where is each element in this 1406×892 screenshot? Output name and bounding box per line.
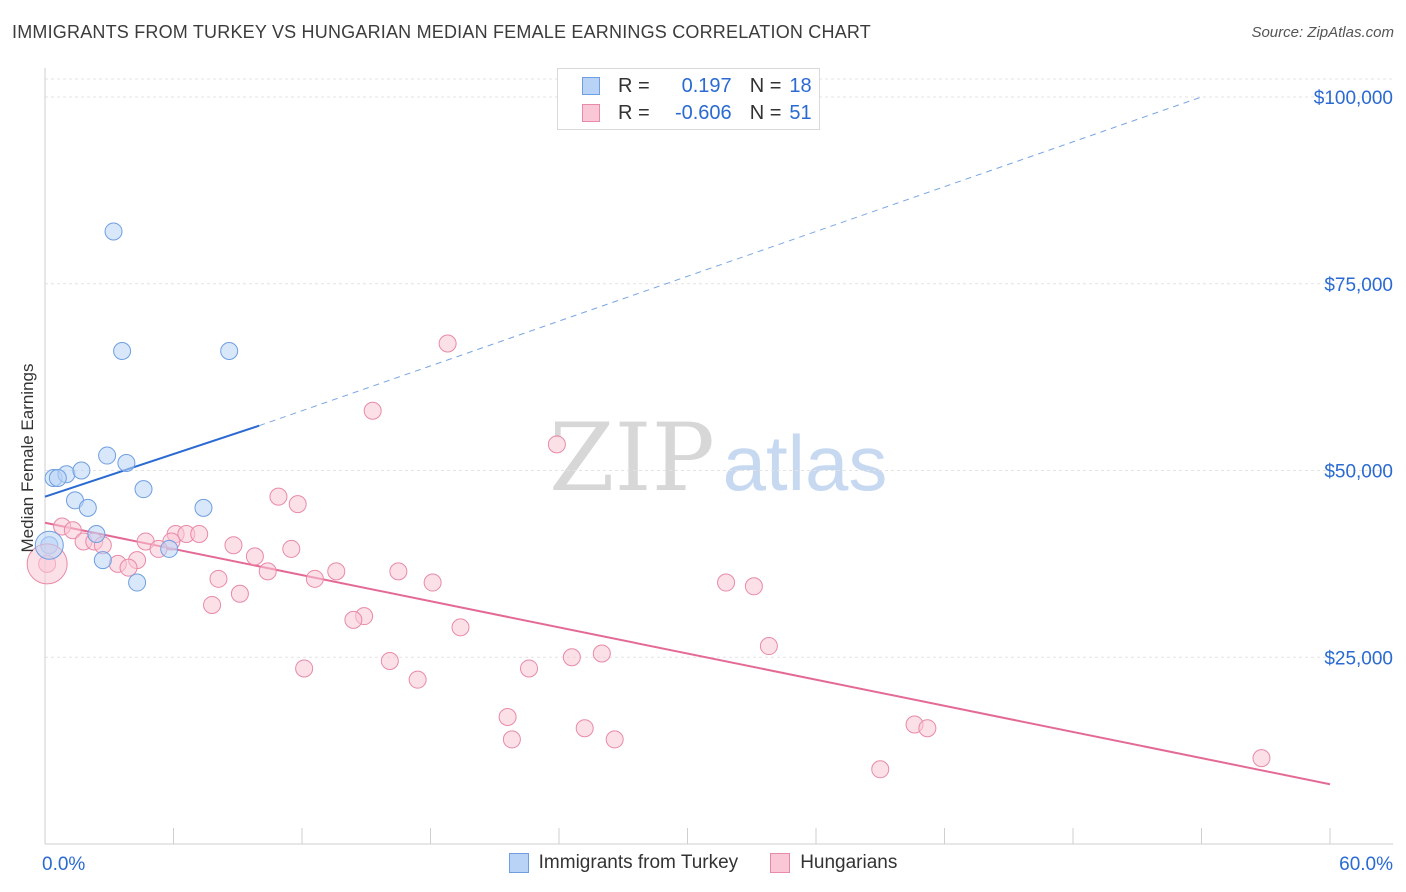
x-tick-label-min: 0.0% [42, 854, 85, 875]
point-turkey [134, 480, 153, 499]
series-legend-turkey[interactable]: Immigrants from Turkey [508, 852, 739, 874]
chart-title: IMMIGRANTS FROM TURKEY VS HUNGARIAN MEDI… [12, 22, 871, 42]
point-hungarians [224, 536, 243, 555]
point-hungarians [1252, 749, 1271, 768]
point-turkey [48, 468, 67, 487]
series-label-hungarians: Hungarians [800, 852, 898, 873]
point-hungarians [363, 401, 382, 420]
point-turkey [113, 341, 132, 360]
point-turkey [160, 539, 179, 558]
series-swatch-hungarians [770, 853, 791, 873]
point-hungarians [282, 539, 301, 558]
point-hungarians [295, 659, 314, 678]
legend-n-value: 18 [789, 74, 812, 97]
legend-n-label: N = [749, 101, 782, 124]
point-hungarians [230, 584, 249, 603]
y-tick-label: $50,000 [1324, 462, 1393, 483]
legend-row-turkey: R = 0.197 N = 18 [582, 74, 812, 98]
series-label-turkey: Immigrants from Turkey [538, 852, 739, 873]
legend-r-label: R = [618, 101, 650, 124]
point-hungarians [918, 719, 937, 738]
legend-n-value: 51 [789, 101, 812, 124]
y-tick-label: $75,000 [1324, 275, 1393, 296]
x-tick-label-max: 60.0% [1339, 854, 1393, 875]
point-hungarians [759, 637, 778, 656]
point-hungarians [380, 651, 399, 670]
legend-r-value: 0.197 [681, 74, 732, 97]
point-turkey [104, 222, 123, 241]
point-hungarians [717, 573, 736, 592]
watermark-atlas: atlas [723, 419, 888, 507]
gridlines [45, 78, 1393, 658]
legend-r-value: -0.606 [674, 101, 732, 124]
point-hungarians [327, 562, 346, 581]
point-turkey [128, 573, 147, 592]
point-hungarians [245, 547, 264, 566]
legend-row-hungarians: R = -0.606 N = 51 [582, 101, 812, 125]
trend-line-turkey-extrapolated [259, 96, 1202, 427]
trend-lines [44, 96, 1331, 786]
point-hungarians [408, 670, 427, 689]
point-turkey [78, 498, 97, 517]
point-hungarians [605, 730, 624, 749]
point-hungarians [744, 577, 763, 596]
series-legend-hungarians[interactable]: Hungarians [770, 852, 897, 874]
point-turkey [220, 341, 239, 360]
legend-swatch-hungarians [582, 104, 600, 122]
point-turkey [87, 524, 106, 543]
source-label: Source: ZipAtlas.com [1251, 24, 1394, 41]
correlation-legend: R = 0.197 N = 18 R = -0.606 N = 51 [557, 68, 820, 130]
point-turkey [93, 551, 112, 570]
series-legend: Immigrants from Turkey Hungarians [0, 852, 1406, 874]
legend-r-label: R = [618, 74, 650, 97]
point-hungarians [119, 558, 138, 577]
point-hungarians [498, 708, 517, 727]
y-tick-label: $100,000 [1314, 88, 1393, 109]
point-hungarians [547, 435, 566, 454]
point-hungarians [258, 562, 277, 581]
point-hungarians [63, 521, 82, 540]
point-hungarians [288, 495, 307, 514]
point-hungarians [209, 569, 228, 588]
point-turkey [194, 498, 213, 517]
point-hungarians [592, 644, 611, 663]
series-swatch-turkey [508, 853, 529, 873]
watermark-zip: ZIP [549, 404, 715, 513]
axes [44, 68, 1393, 845]
point-turkey [117, 454, 136, 473]
point-hungarians [344, 610, 363, 629]
point-hungarians [269, 487, 288, 506]
point-hungarians [389, 562, 408, 581]
point-hungarians [203, 595, 222, 614]
point-hungarians [562, 648, 581, 667]
point-hungarians [438, 334, 457, 353]
point-hungarians [305, 569, 324, 588]
point-hungarians [575, 719, 594, 738]
point-hungarians [502, 730, 521, 749]
point-hungarians [190, 524, 209, 543]
legend-swatch-turkey [582, 77, 600, 95]
trend-line-turkey [44, 424, 260, 498]
point-turkey [72, 461, 91, 480]
data-points [26, 222, 1271, 779]
tick-labels: $25,000 $50,000 $75,000 $100,000 0.0% 60.0% [42, 88, 1393, 875]
y-axis-label: Median Female Earnings [18, 363, 37, 553]
point-hungarians [871, 760, 890, 779]
point-turkey-cluster [34, 530, 64, 560]
point-turkey [98, 446, 117, 465]
y-tick-label: $25,000 [1324, 648, 1393, 669]
trend-line-hungarians [44, 521, 1331, 786]
point-hungarians [423, 573, 442, 592]
point-hungarians [451, 618, 470, 637]
legend-n-label: N = [749, 74, 782, 97]
point-hungarians [520, 659, 539, 678]
